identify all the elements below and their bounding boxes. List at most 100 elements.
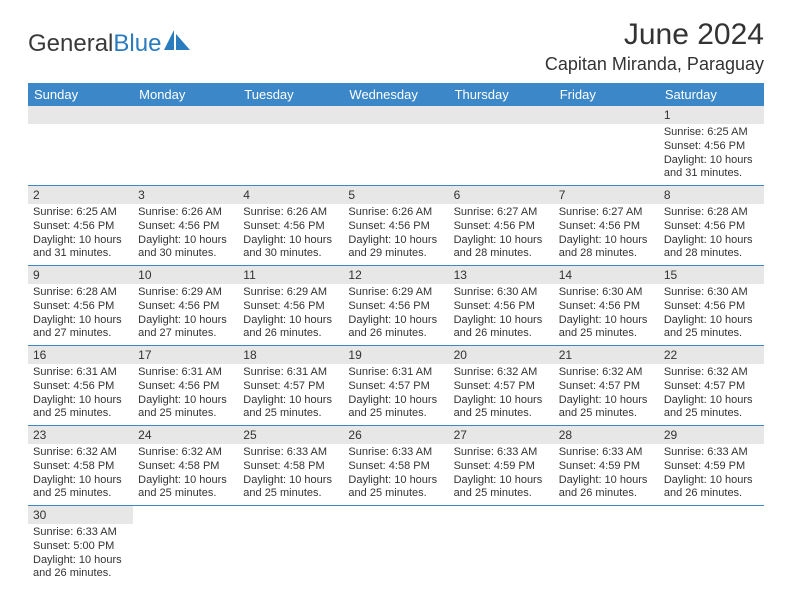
sunrise-line: Sunrise: 6:33 AM bbox=[33, 526, 128, 540]
sunrise-line: Sunrise: 6:29 AM bbox=[243, 286, 338, 300]
day-number: 12 bbox=[343, 266, 448, 284]
calendar-day-cell: 4Sunrise: 6:26 AMSunset: 4:56 PMDaylight… bbox=[238, 186, 343, 266]
day-content: Sunrise: 6:33 AMSunset: 5:00 PMDaylight:… bbox=[28, 524, 133, 585]
daylight-line: Daylight: 10 hours and 26 minutes. bbox=[664, 474, 759, 502]
weekday-header: Wednesday bbox=[343, 83, 448, 106]
day-number-empty bbox=[343, 106, 448, 124]
day-content: Sunrise: 6:30 AMSunset: 4:56 PMDaylight:… bbox=[659, 284, 764, 345]
calendar-week-row: 23Sunrise: 6:32 AMSunset: 4:58 PMDayligh… bbox=[28, 426, 764, 506]
day-number-empty bbox=[449, 106, 554, 124]
calendar-day-cell bbox=[343, 106, 448, 186]
calendar-day-cell: 24Sunrise: 6:32 AMSunset: 4:58 PMDayligh… bbox=[133, 426, 238, 506]
calendar-day-cell: 18Sunrise: 6:31 AMSunset: 4:57 PMDayligh… bbox=[238, 346, 343, 426]
day-number: 2 bbox=[28, 186, 133, 204]
daylight-line: Daylight: 10 hours and 25 minutes. bbox=[138, 394, 233, 422]
calendar-day-cell bbox=[554, 106, 659, 186]
day-number: 24 bbox=[133, 426, 238, 444]
daylight-line: Daylight: 10 hours and 27 minutes. bbox=[33, 314, 128, 342]
sunset-line: Sunset: 4:56 PM bbox=[348, 220, 443, 234]
daylight-line: Daylight: 10 hours and 31 minutes. bbox=[33, 234, 128, 262]
sunset-line: Sunset: 4:56 PM bbox=[454, 300, 549, 314]
daylight-line: Daylight: 10 hours and 25 minutes. bbox=[348, 394, 443, 422]
calendar-day-cell bbox=[449, 106, 554, 186]
day-number-empty bbox=[238, 106, 343, 124]
day-number: 5 bbox=[343, 186, 448, 204]
day-number-empty bbox=[554, 106, 659, 124]
day-content: Sunrise: 6:32 AMSunset: 4:57 PMDaylight:… bbox=[554, 364, 659, 425]
weekday-header: Thursday bbox=[449, 83, 554, 106]
weekday-header: Monday bbox=[133, 83, 238, 106]
sunset-line: Sunset: 4:56 PM bbox=[138, 380, 233, 394]
day-content: Sunrise: 6:33 AMSunset: 4:58 PMDaylight:… bbox=[343, 444, 448, 505]
day-number-empty bbox=[133, 106, 238, 124]
sunrise-line: Sunrise: 6:29 AM bbox=[348, 286, 443, 300]
daylight-line: Daylight: 10 hours and 25 minutes. bbox=[454, 474, 549, 502]
sunset-line: Sunset: 5:00 PM bbox=[33, 540, 128, 554]
daylight-line: Daylight: 10 hours and 25 minutes. bbox=[454, 394, 549, 422]
day-content: Sunrise: 6:27 AMSunset: 4:56 PMDaylight:… bbox=[554, 204, 659, 265]
sunrise-line: Sunrise: 6:25 AM bbox=[33, 206, 128, 220]
day-number: 18 bbox=[238, 346, 343, 364]
calendar-day-cell: 17Sunrise: 6:31 AMSunset: 4:56 PMDayligh… bbox=[133, 346, 238, 426]
calendar-day-cell: 1Sunrise: 6:25 AMSunset: 4:56 PMDaylight… bbox=[659, 106, 764, 186]
sunset-line: Sunset: 4:56 PM bbox=[559, 220, 654, 234]
sunset-line: Sunset: 4:56 PM bbox=[33, 220, 128, 234]
calendar-week-row: 16Sunrise: 6:31 AMSunset: 4:56 PMDayligh… bbox=[28, 346, 764, 426]
day-number: 7 bbox=[554, 186, 659, 204]
daylight-line: Daylight: 10 hours and 25 minutes. bbox=[138, 474, 233, 502]
day-content: Sunrise: 6:31 AMSunset: 4:57 PMDaylight:… bbox=[343, 364, 448, 425]
daylight-line: Daylight: 10 hours and 26 minutes. bbox=[454, 314, 549, 342]
sunset-line: Sunset: 4:56 PM bbox=[348, 300, 443, 314]
day-number: 16 bbox=[28, 346, 133, 364]
logo-text-general: General bbox=[28, 30, 113, 58]
day-content: Sunrise: 6:25 AMSunset: 4:56 PMDaylight:… bbox=[28, 204, 133, 265]
daylight-line: Daylight: 10 hours and 25 minutes. bbox=[243, 474, 338, 502]
daylight-line: Daylight: 10 hours and 26 minutes. bbox=[243, 314, 338, 342]
day-content: Sunrise: 6:26 AMSunset: 4:56 PMDaylight:… bbox=[238, 204, 343, 265]
day-number: 4 bbox=[238, 186, 343, 204]
calendar-day-cell: 14Sunrise: 6:30 AMSunset: 4:56 PMDayligh… bbox=[554, 266, 659, 346]
calendar-day-cell bbox=[343, 506, 448, 586]
daylight-line: Daylight: 10 hours and 28 minutes. bbox=[664, 234, 759, 262]
calendar-day-cell: 22Sunrise: 6:32 AMSunset: 4:57 PMDayligh… bbox=[659, 346, 764, 426]
daylight-line: Daylight: 10 hours and 30 minutes. bbox=[243, 234, 338, 262]
day-number: 30 bbox=[28, 506, 133, 524]
day-content: Sunrise: 6:32 AMSunset: 4:58 PMDaylight:… bbox=[133, 444, 238, 505]
calendar-day-cell bbox=[659, 506, 764, 586]
day-content: Sunrise: 6:31 AMSunset: 4:56 PMDaylight:… bbox=[28, 364, 133, 425]
day-content: Sunrise: 6:29 AMSunset: 4:56 PMDaylight:… bbox=[133, 284, 238, 345]
day-number: 9 bbox=[28, 266, 133, 284]
calendar-day-cell: 3Sunrise: 6:26 AMSunset: 4:56 PMDaylight… bbox=[133, 186, 238, 266]
calendar-day-cell: 23Sunrise: 6:32 AMSunset: 4:58 PMDayligh… bbox=[28, 426, 133, 506]
day-number: 13 bbox=[449, 266, 554, 284]
sunrise-line: Sunrise: 6:26 AM bbox=[348, 206, 443, 220]
sunrise-line: Sunrise: 6:30 AM bbox=[664, 286, 759, 300]
day-content: Sunrise: 6:32 AMSunset: 4:58 PMDaylight:… bbox=[28, 444, 133, 505]
weekday-header: Saturday bbox=[659, 83, 764, 106]
calendar-day-cell: 11Sunrise: 6:29 AMSunset: 4:56 PMDayligh… bbox=[238, 266, 343, 346]
sunset-line: Sunset: 4:56 PM bbox=[243, 300, 338, 314]
sunset-line: Sunset: 4:56 PM bbox=[664, 300, 759, 314]
sunset-line: Sunset: 4:57 PM bbox=[559, 380, 654, 394]
sunset-line: Sunset: 4:58 PM bbox=[243, 460, 338, 474]
daylight-line: Daylight: 10 hours and 31 minutes. bbox=[664, 154, 759, 182]
day-number: 17 bbox=[133, 346, 238, 364]
day-content: Sunrise: 6:26 AMSunset: 4:56 PMDaylight:… bbox=[133, 204, 238, 265]
day-content: Sunrise: 6:29 AMSunset: 4:56 PMDaylight:… bbox=[343, 284, 448, 345]
daylight-line: Daylight: 10 hours and 26 minutes. bbox=[33, 554, 128, 582]
sunrise-line: Sunrise: 6:32 AM bbox=[559, 366, 654, 380]
day-content: Sunrise: 6:29 AMSunset: 4:56 PMDaylight:… bbox=[238, 284, 343, 345]
sunset-line: Sunset: 4:57 PM bbox=[243, 380, 338, 394]
sunset-line: Sunset: 4:59 PM bbox=[454, 460, 549, 474]
weekday-header-row: Sunday Monday Tuesday Wednesday Thursday… bbox=[28, 83, 764, 106]
daylight-line: Daylight: 10 hours and 29 minutes. bbox=[348, 234, 443, 262]
logo-text-blue: Blue bbox=[113, 30, 161, 58]
sunrise-line: Sunrise: 6:32 AM bbox=[454, 366, 549, 380]
calendar-day-cell: 12Sunrise: 6:29 AMSunset: 4:56 PMDayligh… bbox=[343, 266, 448, 346]
day-content: Sunrise: 6:30 AMSunset: 4:56 PMDaylight:… bbox=[449, 284, 554, 345]
day-number: 8 bbox=[659, 186, 764, 204]
day-number: 14 bbox=[554, 266, 659, 284]
sunset-line: Sunset: 4:56 PM bbox=[33, 300, 128, 314]
daylight-line: Daylight: 10 hours and 27 minutes. bbox=[138, 314, 233, 342]
sunrise-line: Sunrise: 6:27 AM bbox=[559, 206, 654, 220]
